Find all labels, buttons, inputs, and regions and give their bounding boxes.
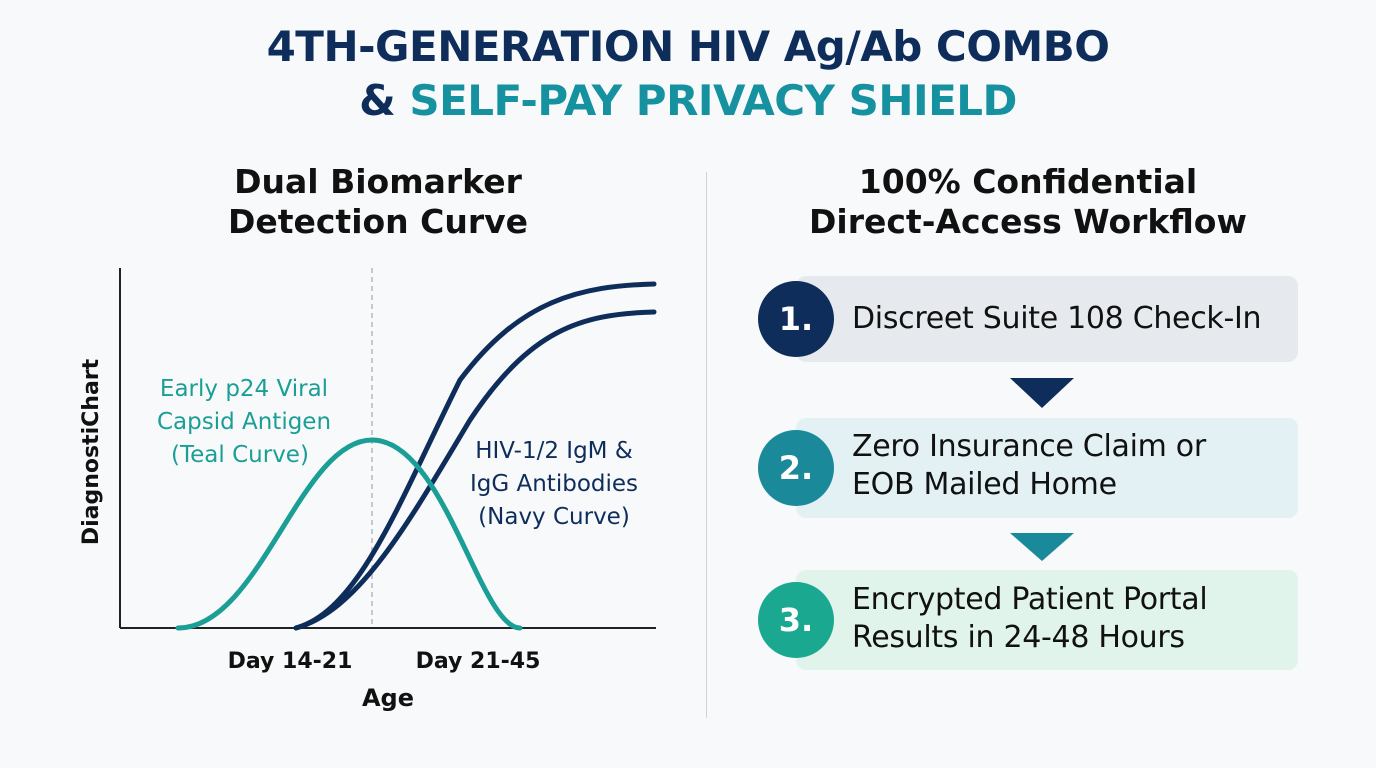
antibody-curve-lower bbox=[293, 309, 657, 631]
antigen-label-line-3: (Teal Curve) bbox=[171, 442, 309, 468]
step-arrow-1 bbox=[1010, 378, 1074, 408]
x-tick-label-day-21-45: Day 21-45 bbox=[416, 649, 541, 674]
antigen-series-label: Early p24 Viral Capsid Antigen (Teal Cur… bbox=[157, 376, 331, 468]
x-tick-label-day-14-21: Day 14-21 bbox=[228, 649, 353, 674]
step-1-text: Discreet Suite 108 Check-In bbox=[852, 300, 1262, 338]
detection-curve-chart: DiagnostiChart Day 14-21 Day 21-45 Age E… bbox=[79, 268, 657, 712]
step-3-text: Encrypted Patient Portal Results in 24-4… bbox=[852, 581, 1208, 657]
step-3-number: 3. bbox=[758, 582, 834, 658]
workflow-step-3: 3. Encrypted Patient Portal Results in 2… bbox=[758, 570, 1298, 670]
step-2-text: Zero Insurance Claim or EOB Mailed Home bbox=[852, 428, 1206, 504]
step-2-box bbox=[796, 418, 1298, 518]
antibody-label-line-2: IgG Antibodies bbox=[470, 471, 638, 497]
title-ampersand: & bbox=[359, 76, 410, 125]
step-2-number: 2. bbox=[758, 430, 834, 506]
antigen-label-line-1: Early p24 Viral bbox=[160, 376, 328, 402]
step-1-line-1: Discreet Suite 108 Check-In bbox=[852, 301, 1262, 336]
antibody-label-line-1: HIV-1/2 IgM & bbox=[475, 438, 633, 464]
title-line-1: 4TH-GENERATION HIV Ag/Ab COMBO bbox=[266, 22, 1110, 71]
right-panel-title: 100% Confidential Direct-Access Workflow bbox=[778, 162, 1278, 242]
step-1-number: 1. bbox=[758, 281, 834, 357]
step-2-line-2: EOB Mailed Home bbox=[852, 467, 1117, 502]
step-3-line-1: Encrypted Patient Portal bbox=[852, 582, 1208, 617]
panel-divider bbox=[706, 172, 707, 718]
step-arrow-2 bbox=[1010, 533, 1074, 561]
antibody-curve-upper bbox=[293, 281, 657, 631]
page-title: 4TH-GENERATION HIV Ag/Ab COMBO & SELF-PA… bbox=[0, 20, 1376, 128]
x-axis-label: Age bbox=[362, 684, 414, 712]
right-title-line-1: 100% Confidential bbox=[858, 162, 1198, 201]
workflow-step-1: 1. Discreet Suite 108 Check-In bbox=[758, 276, 1298, 362]
antigen-label-line-2: Capsid Antigen bbox=[157, 409, 331, 435]
title-accent: SELF-PAY PRIVACY SHIELD bbox=[409, 76, 1017, 125]
step-3-box bbox=[796, 570, 1298, 670]
step-3-line-2: Results in 24-48 Hours bbox=[852, 620, 1185, 655]
right-title-line-2: Direct-Access Workflow bbox=[809, 202, 1247, 241]
antibody-label-line-3: (Navy Curve) bbox=[478, 504, 630, 530]
step-2-line-1: Zero Insurance Claim or bbox=[852, 429, 1206, 464]
left-panel-title: Dual Biomarker Detection Curve bbox=[128, 162, 628, 242]
workflow-step-2: 2. Zero Insurance Claim or EOB Mailed Ho… bbox=[758, 418, 1298, 518]
title-line-2: & SELF-PAY PRIVACY SHIELD bbox=[0, 74, 1376, 128]
y-axis-label: DiagnostiChart bbox=[79, 358, 104, 545]
left-title-line-1: Dual Biomarker bbox=[234, 162, 522, 201]
antibody-series-label: HIV-1/2 IgM & IgG Antibodies (Navy Curve… bbox=[470, 438, 638, 530]
left-title-line-2: Detection Curve bbox=[227, 202, 529, 241]
step-1-box bbox=[796, 276, 1298, 362]
antigen-curve bbox=[175, 437, 523, 631]
